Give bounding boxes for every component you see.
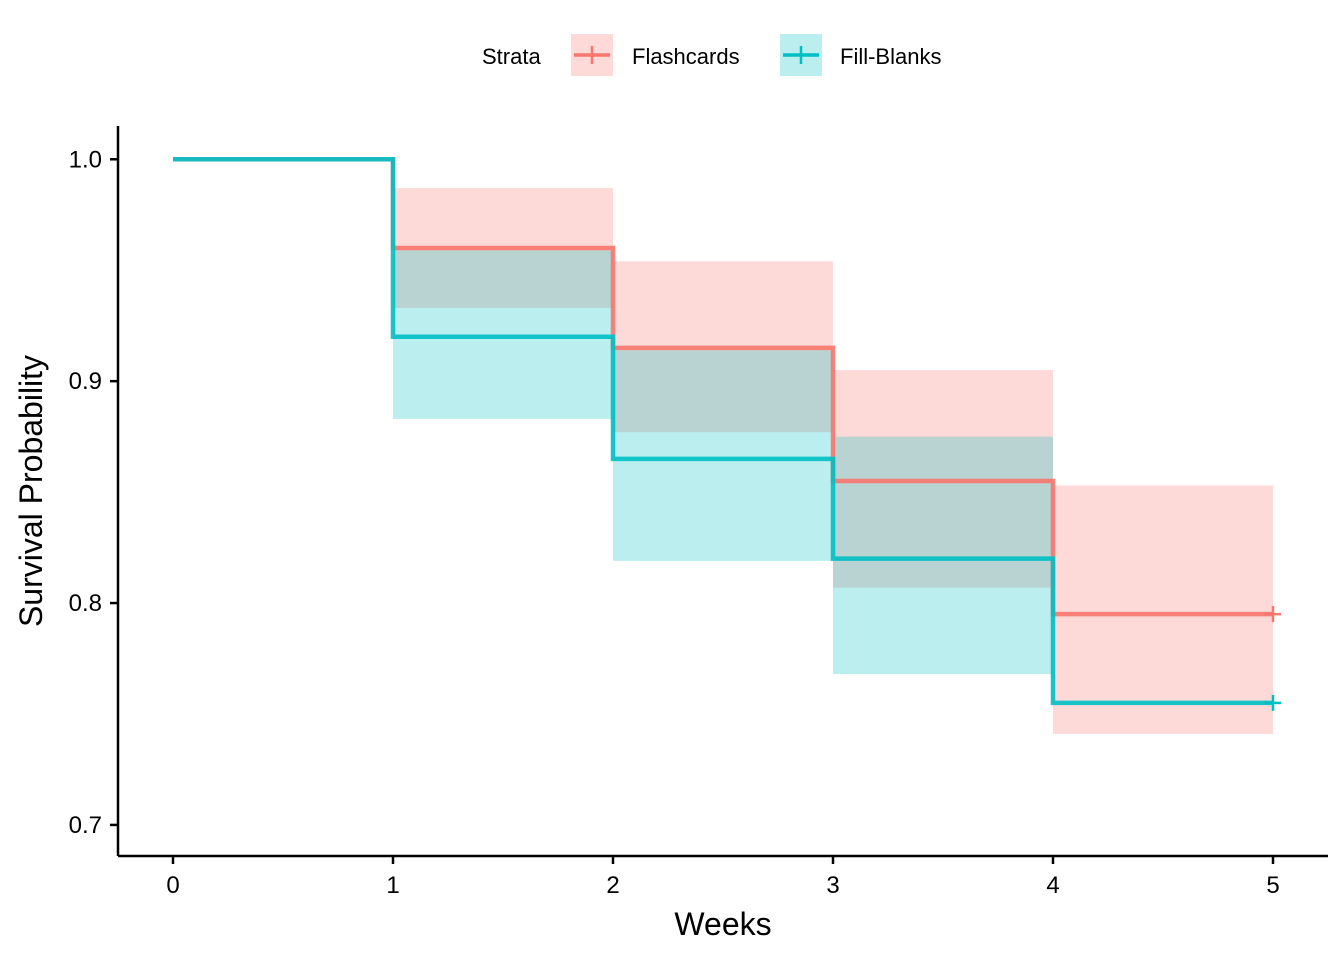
y-tick-label: 1.0	[69, 146, 102, 173]
ci-band-fill-blanks	[833, 436, 1053, 675]
y-tick-label: 0.7	[69, 812, 102, 839]
censor-marks	[1265, 606, 1281, 711]
legend-key-fill-blanks	[780, 34, 822, 76]
legend-item-flashcards: Flashcards	[571, 34, 740, 76]
survival-curves	[173, 157, 1273, 706]
censor-mark-flashcards	[1265, 606, 1281, 623]
ci-band-fill-blanks	[613, 350, 833, 561]
x-axis-title: Weeks	[674, 906, 771, 942]
y-axis-title: Survival Probability	[13, 355, 49, 627]
survival-curve-fill-blanks	[173, 157, 1273, 706]
x-tick-label: 4	[1046, 872, 1059, 899]
x-tick-label: 5	[1266, 872, 1279, 899]
legend-key-flashcards	[571, 34, 613, 76]
legend-label-fill-blanks: Fill-Blanks	[840, 44, 941, 69]
legend-title: Strata	[482, 44, 541, 69]
x-tick-label: 2	[606, 872, 619, 899]
ci-band-flashcards	[1053, 485, 1273, 734]
axes: 0 1 2 3 4 5 0.7 0.8 0.9 1.0	[69, 126, 1328, 899]
legend-item-fill-blanks: Fill-Blanks	[780, 34, 941, 76]
x-tick-label: 0	[166, 872, 179, 899]
legend-label-flashcards: Flashcards	[632, 44, 740, 69]
y-tick-label: 0.9	[69, 368, 102, 395]
y-tick-label: 0.8	[69, 590, 102, 617]
censor-mark-fill-blanks	[1265, 694, 1281, 711]
legend: Strata Flashcards Fill-Blanks	[482, 34, 941, 76]
x-tick-label: 1	[386, 872, 399, 899]
x-tick-label: 3	[826, 872, 839, 899]
